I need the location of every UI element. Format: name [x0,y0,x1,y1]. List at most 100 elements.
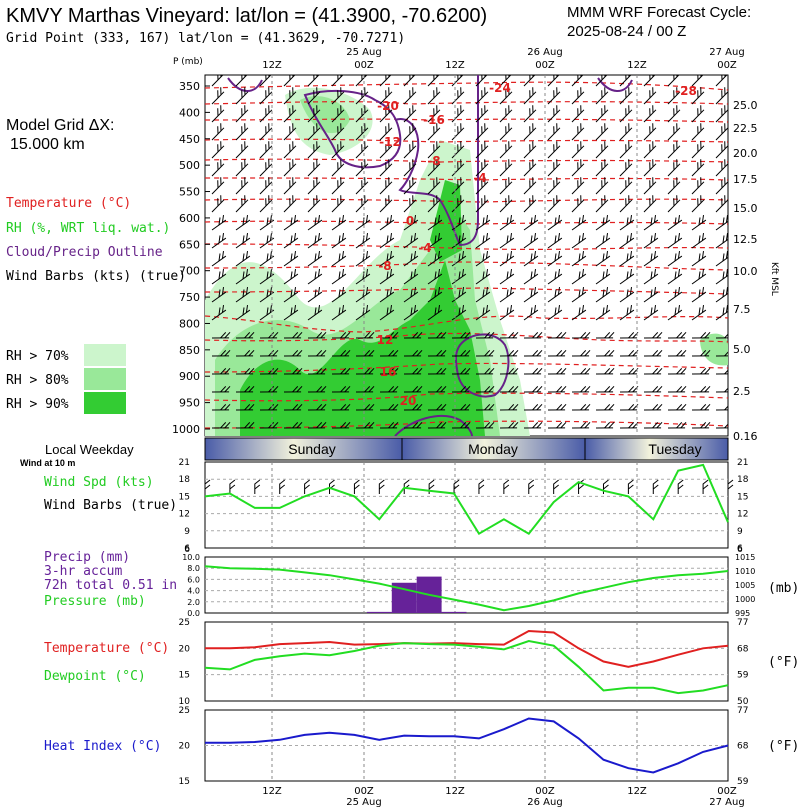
surface-wind-barb [254,479,261,494]
wind-barb-stroke [355,141,369,159]
wind-barb [619,195,633,213]
wind-barb-stroke [619,195,633,213]
wind-barb [235,349,255,357]
wind-barb-stroke [451,195,465,213]
wind-barb-stroke [571,105,585,123]
wind-barb [523,421,543,429]
wind-barb-stroke [307,159,321,177]
wind-barb-stroke [499,403,519,411]
wind-barb-stroke [211,177,225,195]
wind-barb-stroke [547,105,561,123]
wind-barb-stroke [451,141,465,159]
wind-barb-stroke [523,141,537,159]
wind-barb [619,87,633,105]
wind-barb [715,195,728,213]
wind-barb-stroke [379,385,399,393]
wind-barb-stroke [451,286,467,303]
wind-barb-stroke [691,177,705,195]
wind-barb [571,195,585,213]
top-time-label: 12Z [445,60,465,71]
wind-barb [667,177,681,195]
wind-tick-bottom-right: 6 [737,545,743,555]
wind-barb-stroke [571,268,587,285]
kft-tick: 12.5 [733,233,758,246]
wind-barb-stroke [667,105,681,123]
wind-barb-stroke [619,75,633,87]
wind-barb [643,123,657,141]
wind-barb [523,367,543,375]
wind-barb [595,385,615,393]
wind-barb [355,349,375,357]
wind-barb-stroke [235,403,255,411]
wind-barb [211,141,225,159]
temp-tick-c: 25 [179,618,190,628]
wind-barb-stroke [451,331,471,339]
wind-barb-stroke [475,75,489,87]
wind-barb [331,87,345,105]
wind-barb-stroke [667,141,681,159]
wind-barb [571,75,585,87]
forecast-cycle-date: 2025-08-24 / 00 Z [567,23,686,40]
wind-barb-stroke [475,177,489,195]
top-time-label: 25 Aug [346,47,381,58]
wind-barb [643,250,659,267]
pressure-unit: (mb) [768,581,799,596]
kft-tick: 0.16 [733,430,758,443]
wind-barb-stroke [427,75,441,87]
wind-barb-stroke [595,331,615,339]
wind-barb-stroke [715,214,728,231]
wind-barb-stroke [667,286,683,303]
wind-barb [355,403,375,411]
wind-barb-stroke [355,349,375,357]
wind-barb-stroke [451,250,467,267]
wind-barb [283,159,297,177]
wind-barb-stroke [715,159,728,177]
wind-barb [643,331,663,339]
wind-barb-stroke [403,286,419,303]
wind-barb [547,268,563,285]
wind-barb [451,421,471,429]
wind-barb-stroke [403,331,423,339]
wind-barb [475,403,495,411]
wind-barb [499,75,513,87]
wind-barb-stroke [259,385,279,393]
wind-barb-stroke [691,367,711,375]
wind-barb-stroke [475,268,491,285]
precip-bar [441,611,467,613]
wind-barb [667,214,683,231]
wind-barb-stroke [235,141,249,159]
wind-barb [643,349,663,357]
wind-barb-stroke [499,268,515,285]
wind-barb [691,87,705,105]
wind-barb [475,123,489,141]
wind-barb-stroke [355,214,371,231]
wind-barb-stroke [643,159,657,177]
wind-barb-stroke [643,177,657,195]
wind-barb-stroke [499,367,519,375]
wind-barb [643,177,657,195]
wind-barb [499,268,515,285]
wind-barb-stroke [211,331,231,339]
wind-barb-stroke [355,75,369,87]
wind-barb [379,304,395,321]
pressure-tick: 1015 [735,553,755,562]
wind-barb [379,367,399,375]
wind-barb-stroke [547,159,561,177]
wind-tick-right: 15 [737,492,748,502]
wind-barb [235,385,255,393]
rh-80-label: RH > 80% [6,373,69,388]
wind-barb [691,214,707,231]
heat-index-line [205,717,729,774]
wind-barb [211,75,225,87]
wind-barb [427,141,441,159]
wind-barb [307,214,323,231]
wind-barb-stroke [379,403,399,411]
temp-contour-label: -8 [427,154,440,168]
wind-barb [451,349,471,357]
surface-wind-barb [727,479,734,494]
wind-barb-stroke [547,286,563,303]
wind-barb [475,177,489,195]
wind-barb-stroke [499,177,513,195]
wind-barb [379,232,395,249]
wind-barb-stroke [451,385,471,393]
